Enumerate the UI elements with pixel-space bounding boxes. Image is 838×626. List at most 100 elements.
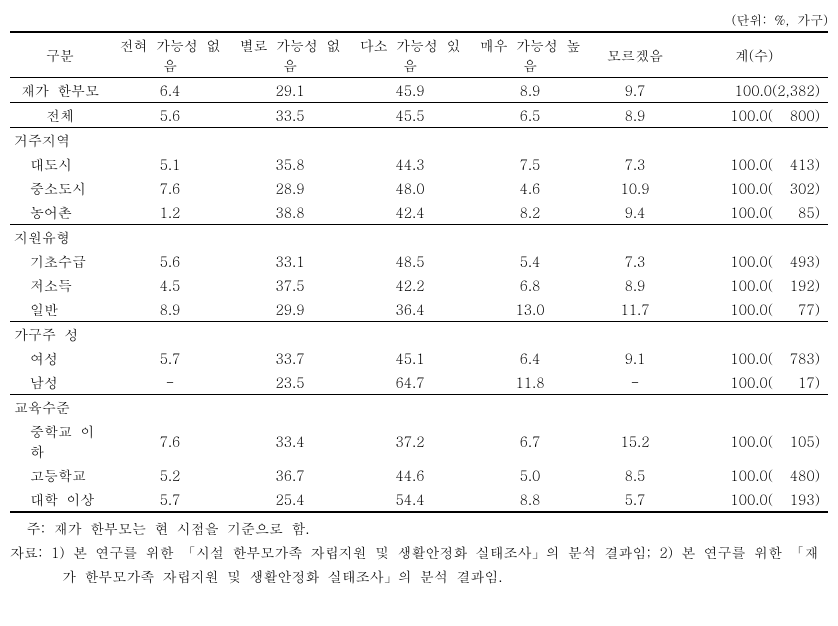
cell-value: 5.1	[110, 152, 230, 176]
cell-value: 28.9	[230, 176, 350, 200]
cell-total: 100.0( 17)	[680, 370, 828, 395]
cell-label: 중소도시	[10, 176, 110, 200]
cell-label: 고등학교	[10, 463, 110, 487]
cell-value: 6.4	[110, 78, 230, 103]
cell-value: 11.7	[590, 297, 680, 322]
cell-total: 100.0( 192)	[680, 273, 828, 297]
cell-value: 44.6	[350, 463, 470, 487]
table-row: 전체 5.6 33.5 45.5 6.5 8.9 100.0( 800)	[10, 103, 828, 128]
cell-value: 42.2	[350, 273, 470, 297]
cell-value: 5.0	[470, 463, 590, 487]
section-label: 교육수준	[10, 395, 110, 420]
header-col3: 다소 가능성 있음	[350, 32, 470, 78]
cell-value: 5.6	[110, 103, 230, 128]
cell-value: 37.5	[230, 273, 350, 297]
header-col1: 전혀 가능성 없음	[110, 32, 230, 78]
cell-value: 4.5	[110, 273, 230, 297]
cell-value: 38.8	[230, 200, 350, 225]
table-row: 남성 - 23.5 64.7 11.8 - 100.0( 17)	[10, 370, 828, 395]
cell-value: 36.7	[230, 463, 350, 487]
section-header: 교육수준	[10, 395, 828, 420]
cell-value: 33.7	[230, 346, 350, 370]
cell-label: 저소득	[10, 273, 110, 297]
cell-value: 8.9	[470, 78, 590, 103]
footnotes: 주: 재가 한부모는 현 시점을 기준으로 함. 자료: 1) 본 연구를 위한…	[10, 517, 828, 588]
cell-value: 25.4	[230, 487, 350, 512]
section-label: 가구주 성	[10, 322, 110, 347]
cell-value: 9.4	[590, 200, 680, 225]
cell-value: 7.3	[590, 152, 680, 176]
table-row: 여성 5.7 33.7 45.1 6.4 9.1 100.0( 783)	[10, 346, 828, 370]
cell-value: 8.9	[590, 273, 680, 297]
cell-total: 100.0( 85)	[680, 200, 828, 225]
table-row: 저소득 4.5 37.5 42.2 6.8 8.9 100.0( 192)	[10, 273, 828, 297]
cell-label: 일반	[10, 297, 110, 322]
cell-value: 7.5	[470, 152, 590, 176]
cell-label: 여성	[10, 346, 110, 370]
cell-value: 42.4	[350, 200, 470, 225]
unit-label: (단위: %, 가구)	[10, 10, 828, 29]
cell-value: 5.4	[470, 249, 590, 273]
cell-value: 23.5	[230, 370, 350, 395]
cell-value: 33.5	[230, 103, 350, 128]
cell-label: 남성	[10, 370, 110, 395]
cell-value: 45.1	[350, 346, 470, 370]
cell-total: 100.0( 77)	[680, 297, 828, 322]
cell-value: 5.2	[110, 463, 230, 487]
table-row: 대도시 5.1 35.8 44.3 7.5 7.3 100.0( 413)	[10, 152, 828, 176]
cell-value: 33.1	[230, 249, 350, 273]
table-row: 농어촌 1.2 38.8 42.4 8.2 9.4 100.0( 85)	[10, 200, 828, 225]
cell-value: 13.0	[470, 297, 590, 322]
cell-value: 45.9	[350, 78, 470, 103]
header-row: 구분 전혀 가능성 없음 별로 가능성 없음 다소 가능성 있음 매우 가능성 …	[10, 32, 828, 78]
table-row: 기초수급 5.6 33.1 48.5 5.4 7.3 100.0( 493)	[10, 249, 828, 273]
footnote-2: 자료: 1) 본 연구를 위한 「시설 한부모가족 자립지원 및 생활안정화 실…	[10, 541, 828, 589]
cell-value: 7.3	[590, 249, 680, 273]
footnote-1: 주: 재가 한부모는 현 시점을 기준으로 함.	[10, 517, 828, 541]
cell-label: 대도시	[10, 152, 110, 176]
cell-value: 11.8	[470, 370, 590, 395]
section-header: 가구주 성	[10, 322, 828, 347]
cell-value: 44.3	[350, 152, 470, 176]
cell-value: 8.5	[590, 463, 680, 487]
cell-value: 37.2	[350, 419, 470, 463]
cell-value: 10.9	[590, 176, 680, 200]
cell-value: 9.1	[590, 346, 680, 370]
cell-label: 농어촌	[10, 200, 110, 225]
cell-value: 5.7	[590, 487, 680, 512]
cell-value: 1.2	[110, 200, 230, 225]
header-col0: 구분	[10, 32, 110, 78]
cell-value: 7.6	[110, 176, 230, 200]
header-col2: 별로 가능성 없음	[230, 32, 350, 78]
section-header: 거주지역	[10, 128, 828, 153]
cell-total: 100.0( 193)	[680, 487, 828, 512]
cell-value: 45.5	[350, 103, 470, 128]
cell-label: 대학 이상	[10, 487, 110, 512]
section-header: 지원유형	[10, 225, 828, 250]
cell-total: 100.0( 783)	[680, 346, 828, 370]
cell-value: 36.4	[350, 297, 470, 322]
cell-value: 6.4	[470, 346, 590, 370]
table-row: 중학교 이하 7.6 33.4 37.2 6.7 15.2 100.0( 105…	[10, 419, 828, 463]
header-col6: 계(수)	[680, 32, 828, 78]
table-row: 고등학교 5.2 36.7 44.6 5.0 8.5 100.0( 480)	[10, 463, 828, 487]
cell-label: 전체	[10, 103, 110, 128]
cell-value: 54.4	[350, 487, 470, 512]
table-row: 일반 8.9 29.9 36.4 13.0 11.7 100.0( 77)	[10, 297, 828, 322]
cell-value: 6.7	[470, 419, 590, 463]
cell-value: 29.1	[230, 78, 350, 103]
cell-value: 48.5	[350, 249, 470, 273]
cell-value: 4.6	[470, 176, 590, 200]
cell-total: 100.0( 480)	[680, 463, 828, 487]
cell-label: 재가 한부모	[10, 78, 110, 103]
cell-value: 8.2	[470, 200, 590, 225]
section-label: 지원유형	[10, 225, 110, 250]
table-row: 대학 이상 5.7 25.4 54.4 8.8 5.7 100.0( 193)	[10, 487, 828, 512]
table-row: 중소도시 7.6 28.9 48.0 4.6 10.9 100.0( 302)	[10, 176, 828, 200]
header-col5: 모르겠음	[590, 32, 680, 78]
cell-value: 48.0	[350, 176, 470, 200]
cell-value: 64.7	[350, 370, 470, 395]
cell-value: 8.8	[470, 487, 590, 512]
cell-value: 35.8	[230, 152, 350, 176]
section-label: 거주지역	[10, 128, 110, 153]
